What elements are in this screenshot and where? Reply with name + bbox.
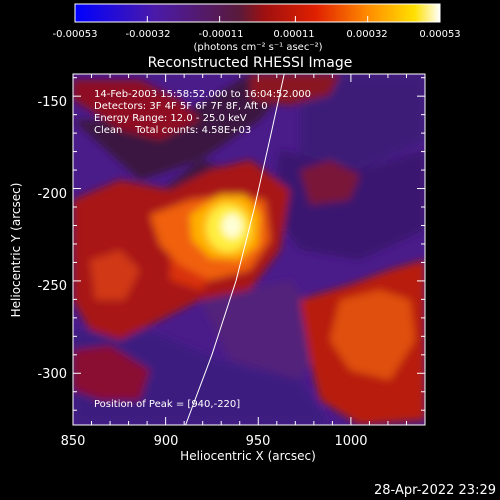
timestamp: 28-Apr-2022 23:29 xyxy=(374,483,496,498)
y-tick-label: -250 xyxy=(37,279,67,294)
y-axis-ticks xyxy=(73,77,425,411)
colorbar xyxy=(74,3,441,23)
heatmap-image xyxy=(73,74,425,425)
colorbar-tick-label: 0.00032 xyxy=(346,29,387,40)
colorbar-tick-label: 0.00011 xyxy=(273,29,314,40)
info-line-time: 14-Feb-2003 15:58:52.000 to 16:04:52.000 xyxy=(94,89,311,100)
x-tick-label: 950 xyxy=(246,434,271,449)
y-tick-label: -200 xyxy=(37,187,67,202)
info-line-detectors: Detectors: 3F 4F 5F 6F 7F 8F, Aft 0 xyxy=(94,101,268,112)
y-tick-label: -300 xyxy=(37,367,67,382)
y-axis-label: Heliocentric Y (arcsec) xyxy=(9,183,23,318)
colorbar-tick-label: 0.00053 xyxy=(419,29,460,40)
solar-limb xyxy=(185,74,285,425)
y-tick-label: -150 xyxy=(37,95,67,110)
plot-frame xyxy=(72,73,426,426)
chart-title: Reconstructed RHESSI Image xyxy=(148,55,353,71)
x-axis-ticks xyxy=(72,74,426,425)
colorbar-tick-label: -0.00032 xyxy=(126,29,171,40)
colorbar-units: (photons cm⁻² s⁻¹ asec⁻²) xyxy=(193,42,322,53)
x-tick-label: 850 xyxy=(61,434,86,449)
info-line-energy: Energy Range: 12.0 - 25.0 keV xyxy=(94,113,247,124)
peak-position-label: Position of Peak = [940,-220] xyxy=(94,399,240,410)
x-tick-label: 900 xyxy=(154,434,179,449)
colorbar-tick-label: -0.00011 xyxy=(199,29,244,40)
colorbar-ticks xyxy=(74,16,441,22)
x-tick-label: 1000 xyxy=(334,434,367,449)
colorbar-tick-label: -0.00053 xyxy=(53,29,98,40)
x-axis-label: Heliocentric X (arcsec) xyxy=(180,449,316,463)
info-line-counts: Clean Total counts: 4.58E+03 xyxy=(94,125,251,136)
